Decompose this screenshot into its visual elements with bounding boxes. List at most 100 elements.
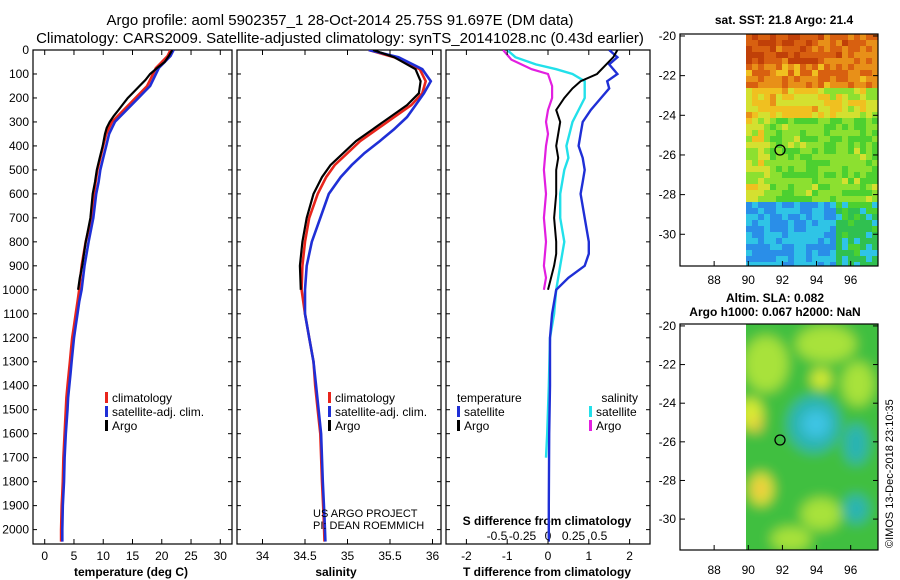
sst-cell (860, 46, 866, 52)
sst-cell (776, 178, 782, 184)
sst-cell (758, 130, 764, 136)
sst-cell (782, 118, 788, 124)
sst-cell (782, 232, 788, 238)
sst-cell (788, 130, 794, 136)
sst-cell (794, 46, 800, 52)
tdiff-tick-0: 0 (545, 549, 552, 563)
credit-project: US ARGO PROJECT (313, 508, 418, 520)
sst-cell (848, 196, 854, 202)
sst-cell (824, 112, 830, 118)
difference-plot-area (502, 50, 620, 542)
sst-cell (764, 70, 770, 76)
sst-cell (872, 136, 878, 142)
sst-cell (758, 142, 764, 148)
sst-cell (824, 82, 830, 88)
sst-cell (806, 190, 812, 196)
sst-cell (812, 106, 818, 112)
sst-cell (812, 52, 818, 58)
sst-cell (860, 70, 866, 76)
sst-cell (842, 244, 848, 250)
sst-cell (842, 256, 848, 262)
sst-cell (812, 100, 818, 106)
sst-cell (746, 124, 752, 130)
sst-cell (764, 196, 770, 202)
salinity-x-axis: 34 34.5 35 35.5 36 (256, 549, 440, 563)
sst-cell (842, 106, 848, 112)
sst-cell (830, 232, 836, 238)
sst-cell (752, 58, 758, 64)
sla-lon-tick-88: 88 (707, 563, 721, 577)
sst-cell (776, 154, 782, 160)
sst-cell (770, 70, 776, 76)
sst-cell (758, 178, 764, 184)
sla-lat-tick-26: -26 (659, 435, 677, 449)
sst-cell (752, 250, 758, 256)
sst-cell (860, 52, 866, 58)
sst-cell (764, 40, 770, 46)
depth-tick-800: 800 (9, 235, 29, 249)
sst-cell (818, 232, 824, 238)
sst-cell (776, 232, 782, 238)
tdiff-tick-2: 2 (626, 549, 633, 563)
sst-cell (830, 106, 836, 112)
sst-cell (824, 118, 830, 124)
sst-cell (800, 106, 806, 112)
sst-cell (770, 244, 776, 250)
sst-cell (830, 154, 836, 160)
sst-cell (800, 178, 806, 184)
sst-cell (788, 238, 794, 244)
sst-cell (770, 166, 776, 172)
sst-cell (818, 160, 824, 166)
sst-cell (842, 58, 848, 64)
sst-cell (764, 154, 770, 160)
sst-cell (860, 262, 866, 266)
sla-map-land-area (680, 324, 746, 550)
sst-cell (788, 160, 794, 166)
sst-cell (752, 214, 758, 220)
sst-cell (788, 178, 794, 184)
sst-cell (752, 88, 758, 94)
sst-cell (824, 172, 830, 178)
sst-cell (800, 100, 806, 106)
sst-cell (824, 52, 830, 58)
sst-cell (788, 262, 794, 266)
sst-cell (818, 184, 824, 190)
sst-cell (854, 82, 860, 88)
sst-cell (800, 220, 806, 226)
sst-cell (842, 262, 848, 266)
temperature-legend: climatology satellite-adj. clim. Argo (105, 391, 204, 433)
sst-cell (758, 154, 764, 160)
sst-cell (794, 172, 800, 178)
sst-cell (800, 244, 806, 250)
sla-argo-location-marker (774, 434, 786, 446)
sst-cell (842, 124, 848, 130)
sst-cell (842, 148, 848, 154)
sst-cell (764, 58, 770, 64)
sst-cell (824, 256, 830, 262)
sst-cell (836, 160, 842, 166)
sst-lon-tick-92: 92 (776, 273, 790, 287)
sdiff-tick-m025: -0.25 (509, 529, 537, 543)
sst-cell (836, 196, 842, 202)
sst-cell (770, 148, 776, 154)
sla-blob-lightgreen-2 (796, 326, 856, 362)
sst-cell (776, 172, 782, 178)
sst-map (679, 33, 879, 267)
sst-cell (776, 244, 782, 250)
sst-cell (806, 202, 812, 208)
sst-cell (830, 220, 836, 226)
sst-cell (854, 118, 860, 124)
sst-cell (830, 82, 836, 88)
sst-cell (860, 106, 866, 112)
sst-cell (800, 262, 806, 266)
sst-cell (854, 190, 860, 196)
sst-cell (836, 166, 842, 172)
sst-cell (806, 160, 812, 166)
sst-cell (782, 94, 788, 100)
sst-cell (872, 64, 878, 70)
sst-cell (746, 238, 752, 244)
sst-cell (836, 52, 842, 58)
sla-lat-tick-24: -24 (659, 396, 677, 410)
sst-cell (788, 214, 794, 220)
sst-cell (806, 244, 812, 250)
